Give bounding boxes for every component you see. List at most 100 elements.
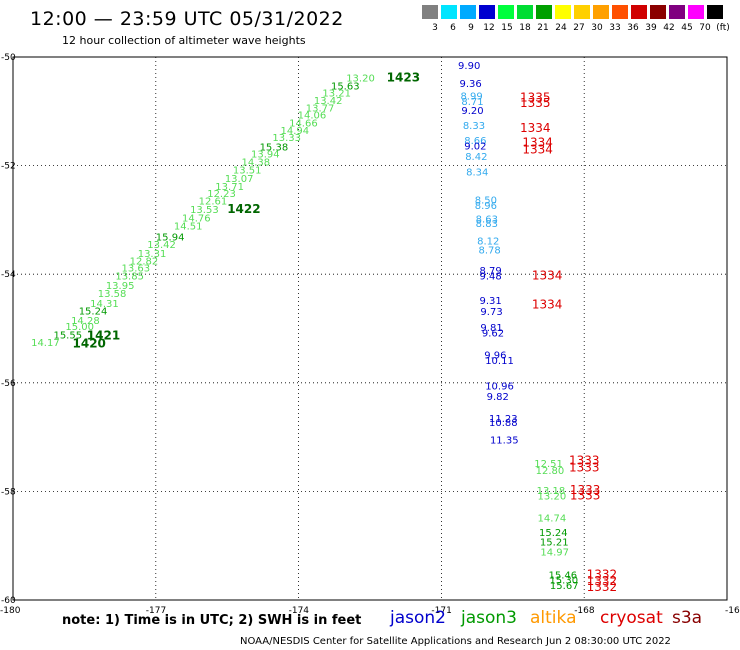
cryosat-point: 1334	[522, 143, 553, 157]
jason3-point: 14.66	[289, 119, 318, 130]
jason2-point: 9.90	[458, 61, 480, 72]
jason3-point: 14.31	[90, 299, 119, 310]
grid-lines	[13, 57, 727, 600]
jason2-point: 11.35	[490, 436, 519, 447]
jason3-point: 14.51	[174, 222, 203, 233]
y-tick-label: -56	[1, 379, 16, 389]
jason3-point: 12.61	[199, 197, 228, 208]
x-tick-label: -180	[0, 606, 21, 616]
jason2-point: 9.48	[479, 272, 501, 283]
jason2-point: 8.71	[461, 97, 483, 108]
jason2-point: 10.96	[485, 381, 514, 392]
pass-number-label: 1423	[387, 70, 420, 84]
jason3-point: 13.53	[190, 205, 219, 216]
jason2-point: 8.83	[476, 219, 498, 230]
jason2-point: 8.63	[476, 215, 498, 226]
jason2-point: 9.81	[480, 323, 502, 334]
cryosat-point: 1334	[520, 121, 551, 135]
jason3-point: 15.94	[156, 233, 185, 244]
jason2-point: 9.31	[479, 296, 501, 307]
pass-number-label: 1420	[73, 337, 106, 351]
x-tick-label: -177	[146, 606, 166, 616]
colorbar-swatch	[669, 5, 685, 19]
jason3-point: 15.38	[260, 142, 289, 153]
colorbar-label: 45	[681, 23, 693, 33]
jason2-point: 8.99	[460, 91, 482, 102]
jason3-point: 13.07	[225, 174, 254, 185]
jason3-point: 13.33	[272, 133, 301, 144]
jason2-point: 9.73	[480, 307, 502, 318]
satellite-legend-cryosat: cryosat	[600, 608, 663, 628]
jason3-point: 15.67	[550, 581, 579, 592]
colorbar-label: 70	[699, 23, 711, 33]
jason2-point: 9.02	[464, 141, 486, 152]
jason3-point: 15.63	[331, 82, 360, 93]
jason3-point: 12.51	[534, 459, 563, 470]
jason3-point: 13.94	[251, 149, 280, 160]
jason2-point: 8.42	[465, 152, 487, 163]
colorbar-label: 18	[519, 23, 531, 33]
jason3-point: 15.24	[539, 528, 568, 539]
jason3-point: 15.30	[549, 576, 578, 587]
chart-title: 12:00 — 23:59 UTC 05/31/2022	[30, 8, 344, 30]
colorbar-swatch	[688, 5, 704, 19]
jason3-point: 14.94	[281, 126, 310, 137]
plot-frame	[12, 56, 728, 601]
data-labels: 14.1715.5515.0014.2815.2414.3113.5813.95…	[31, 61, 617, 594]
colorbar-swatch	[555, 5, 571, 19]
colorbar-label: 30	[591, 23, 603, 33]
colorbar-swatch	[574, 5, 590, 19]
x-tick-label: -168	[574, 606, 595, 616]
y-tick-label: -60	[1, 596, 16, 606]
y-tick-label: -52	[1, 162, 16, 172]
colorbar-swatch	[631, 5, 647, 19]
pass-number-label: 1422	[227, 202, 260, 216]
colorbar-swatch	[612, 5, 628, 19]
jason3-point: 13.85	[115, 272, 144, 283]
jason2-point: 8.78	[479, 246, 501, 257]
cryosat-point: 1332	[587, 574, 618, 588]
x-tick-label: -165	[725, 606, 740, 616]
cryosat-point: 1332	[587, 580, 618, 594]
jason3-point: 12.23	[207, 189, 236, 200]
jason3-point: 14.38	[241, 158, 270, 169]
jason3-point: 12.82	[130, 256, 159, 267]
jason3-point: 15.55	[53, 330, 82, 341]
jason3-point: 13.77	[306, 103, 335, 114]
satellite-legend-s3a: s3a	[672, 608, 703, 628]
satellite-legend-jason2: jason2	[390, 608, 446, 628]
jason2-point: 8.50	[475, 196, 497, 207]
jason3-point: 13.42	[147, 240, 176, 251]
jason3-point: 14.06	[298, 110, 327, 121]
satellite-legend-altika: altika	[530, 608, 577, 628]
jason2-point: 8.33	[463, 121, 485, 132]
pass-number-label: 1421	[87, 328, 120, 342]
jason2-point: 8.12	[477, 236, 499, 247]
colorbar-label: 21	[537, 23, 549, 33]
jason3-point: 13.20	[538, 492, 567, 503]
colorbar-label: 12	[483, 23, 495, 33]
jason3-point: 14.76	[182, 214, 211, 225]
colorbar-label: 36	[627, 23, 639, 33]
cryosat-point: 1335	[520, 91, 551, 105]
jason3-point: 14.28	[71, 316, 100, 327]
jason3-point: 14.17	[31, 338, 60, 349]
colorbar-swatch	[422, 5, 438, 19]
cryosat-point: 1334	[532, 269, 563, 283]
jason3-point: 14.97	[540, 547, 569, 558]
jason3-point: 15.21	[540, 538, 569, 549]
colorbar-swatch	[650, 5, 666, 19]
jason3-point: 13.71	[215, 182, 244, 193]
cryosat-point: 1335	[520, 96, 551, 110]
jason2-point: 9.62	[482, 329, 504, 340]
satellite-legend-jason3: jason3	[461, 608, 517, 628]
cryosat-point: 1334	[522, 136, 553, 150]
colorbar-swatch	[498, 5, 514, 19]
jason3-point: 13.51	[233, 166, 262, 177]
jason3-point: 13.95	[106, 281, 135, 292]
cryosat-point: 1333	[570, 489, 601, 503]
colorbar-label: 24	[555, 23, 567, 33]
footer-note: note: 1) Time is in UTC; 2) SWH is in fe…	[62, 613, 362, 628]
colorbar-swatch	[593, 5, 609, 19]
jason2-point: 9.36	[459, 79, 481, 90]
